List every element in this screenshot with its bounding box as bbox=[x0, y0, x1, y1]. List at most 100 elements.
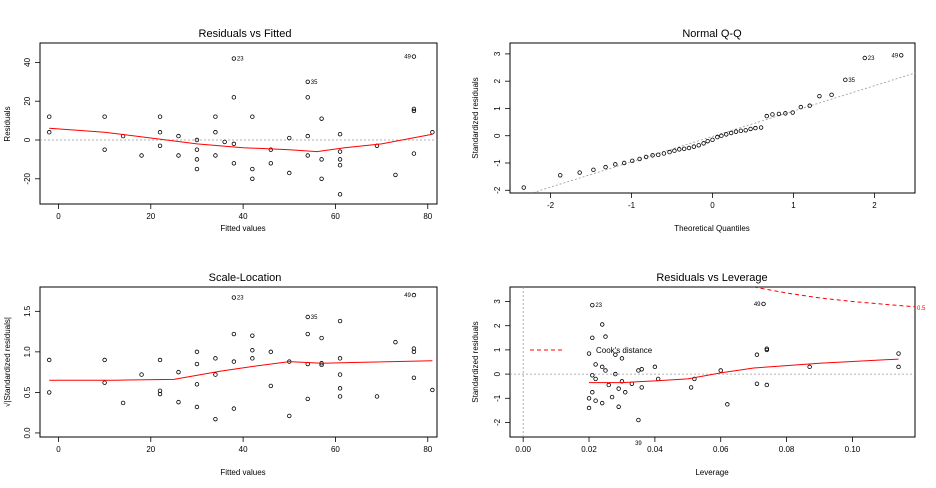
data-point bbox=[613, 371, 618, 377]
data-point bbox=[176, 133, 181, 139]
point-label: 39 bbox=[635, 441, 642, 447]
data-point bbox=[139, 153, 144, 158]
data-point bbox=[705, 138, 710, 144]
data-point bbox=[411, 106, 417, 112]
data-point bbox=[287, 135, 292, 141]
x-tick-label: 0.00 bbox=[515, 445, 531, 454]
y-tick-label: 0.0 bbox=[23, 427, 32, 439]
data-point bbox=[613, 162, 618, 167]
data-point bbox=[681, 146, 687, 152]
y-axis-label: √|Standardized residuals| bbox=[3, 317, 12, 407]
y-tick-label: 2 bbox=[493, 78, 502, 83]
x-tick-label: 20 bbox=[146, 445, 155, 454]
data-point bbox=[194, 382, 200, 387]
x-tick-label: 0 bbox=[56, 212, 61, 221]
y-tick-label: 0 bbox=[493, 371, 502, 376]
data-point bbox=[776, 111, 782, 117]
data-point bbox=[603, 164, 608, 170]
legend-cooks-distance-label: Cook's distance bbox=[596, 346, 653, 355]
data-point bbox=[672, 148, 677, 153]
point-label: 23 bbox=[868, 56, 875, 62]
point-label: 35 bbox=[311, 315, 318, 321]
panel-residuals-vs-fitted: Residuals vs Fitted 0 20 40 60 80 -20 0 20 40 23 3… bbox=[3, 28, 438, 233]
data-point bbox=[896, 351, 901, 356]
data-point bbox=[47, 390, 52, 395]
data-point bbox=[636, 417, 641, 423]
data-point bbox=[754, 352, 760, 357]
data-point bbox=[829, 92, 834, 98]
data-point bbox=[287, 170, 292, 176]
x-tick-label: 0.02 bbox=[581, 445, 597, 454]
clipped-content bbox=[521, 53, 915, 193]
data-point bbox=[606, 382, 611, 388]
y-tick-label: 2 bbox=[493, 323, 502, 328]
data-point bbox=[194, 137, 200, 143]
data-point bbox=[661, 151, 667, 156]
x-axis-label: Fitted values bbox=[220, 468, 265, 477]
point-label: 35 bbox=[311, 80, 318, 86]
data-point bbox=[411, 151, 417, 156]
data-point bbox=[102, 147, 107, 152]
data-point bbox=[591, 167, 596, 173]
x-tick-label: 0 bbox=[710, 201, 715, 210]
data-point bbox=[305, 79, 310, 84]
y-tick-label: 1 bbox=[493, 347, 502, 352]
data-point bbox=[593, 376, 598, 382]
data-point bbox=[337, 192, 343, 197]
x-tick-label: 20 bbox=[146, 212, 155, 221]
data-point bbox=[337, 149, 343, 154]
x-tick-label: 40 bbox=[239, 445, 248, 454]
data-point bbox=[622, 160, 627, 166]
data-point bbox=[231, 406, 237, 411]
data-point bbox=[337, 372, 343, 377]
x-tick-label: -2 bbox=[547, 201, 555, 210]
data-point bbox=[268, 383, 274, 389]
data-point bbox=[710, 137, 715, 143]
data-point bbox=[590, 302, 595, 308]
y-axis-label: Residuals bbox=[3, 106, 12, 141]
data-point bbox=[577, 170, 582, 175]
plot-title: Residuals vs Fitted bbox=[199, 28, 292, 40]
data-point bbox=[616, 404, 621, 409]
data-point bbox=[268, 349, 274, 355]
data-point bbox=[393, 172, 398, 178]
point-label: 23 bbox=[237, 296, 244, 302]
data-point bbox=[613, 352, 618, 357]
data-point bbox=[619, 356, 625, 361]
point-label: 49 bbox=[754, 302, 761, 308]
panel-scale-location: Scale-Location 0 20 40 60 80 0.0 0.5 1.0 1.5 23 35… bbox=[3, 272, 438, 477]
data-point bbox=[603, 334, 608, 339]
data-point bbox=[337, 356, 343, 361]
x-tick-label: 60 bbox=[331, 212, 340, 221]
data-point bbox=[650, 153, 655, 158]
data-point bbox=[231, 141, 237, 147]
plot-title: Scale-Location bbox=[209, 272, 282, 284]
y-axis-label: Standardized residuals bbox=[471, 321, 480, 402]
data-point bbox=[305, 396, 310, 402]
data-point bbox=[231, 331, 237, 337]
data-point bbox=[157, 357, 163, 363]
data-point bbox=[764, 382, 770, 388]
data-point bbox=[599, 400, 605, 406]
data-point bbox=[102, 357, 107, 363]
y-tick-label: 40 bbox=[23, 57, 32, 66]
data-point bbox=[231, 359, 237, 364]
data-point bbox=[213, 153, 218, 158]
cooks-distance-curve bbox=[753, 287, 915, 308]
data-point bbox=[337, 157, 343, 162]
data-point bbox=[231, 56, 237, 61]
data-point bbox=[411, 375, 417, 381]
x-tick-label: 40 bbox=[239, 212, 248, 221]
data-point bbox=[250, 114, 255, 119]
data-point bbox=[609, 394, 615, 400]
data-point bbox=[688, 385, 694, 390]
plot-frame bbox=[509, 42, 916, 194]
data-point bbox=[623, 390, 628, 395]
data-point bbox=[817, 93, 822, 99]
data-point bbox=[701, 141, 706, 146]
x-tick-label: 80 bbox=[423, 212, 432, 221]
y-tick-label: -20 bbox=[23, 172, 32, 184]
